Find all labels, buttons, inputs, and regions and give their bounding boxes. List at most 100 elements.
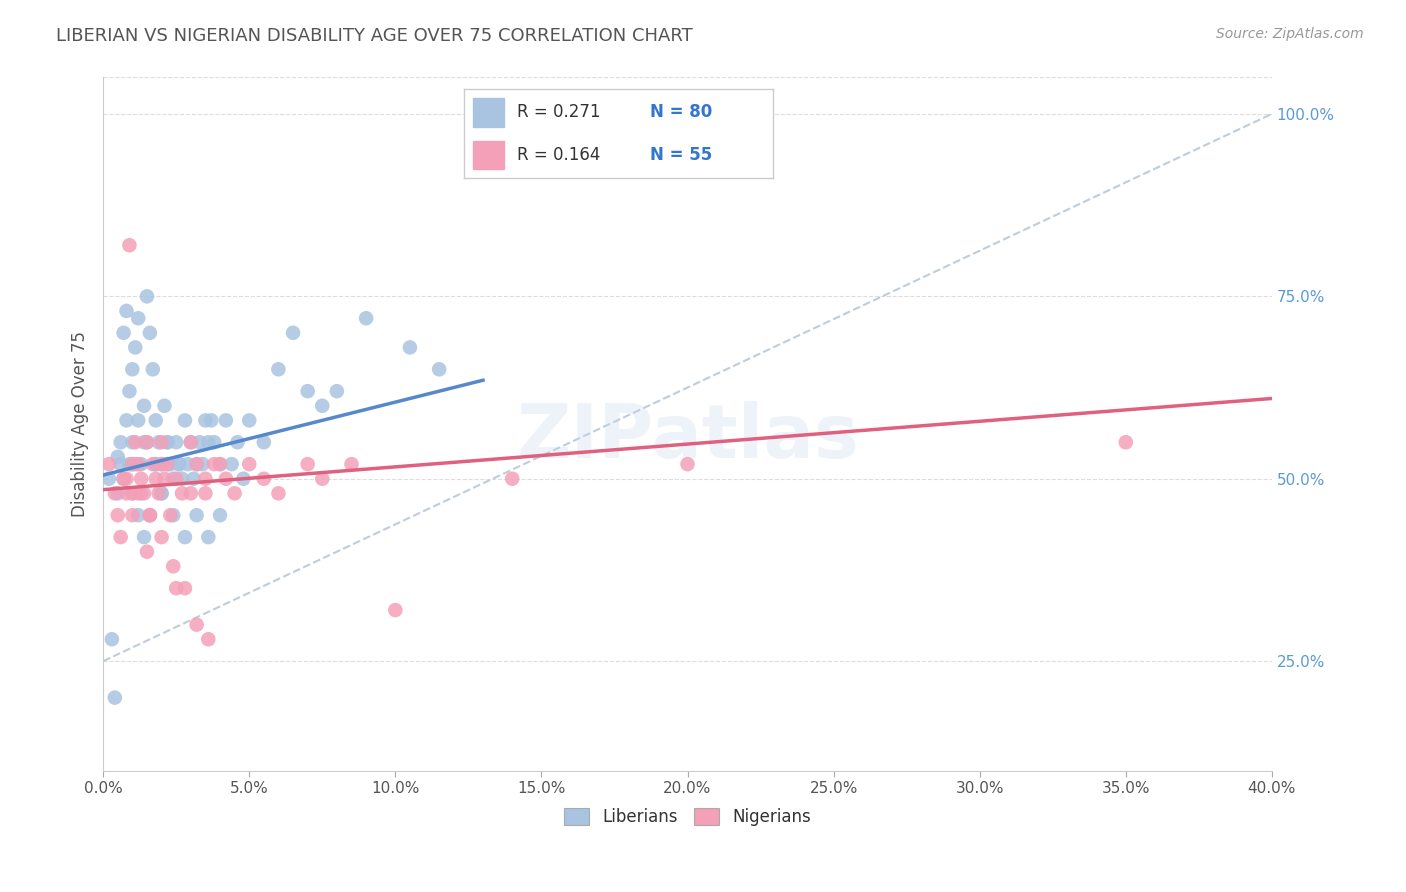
Point (156, 435, 179, 450)
Point (139, 508, 162, 523)
Point (121, 362, 143, 376)
Point (127, 413, 149, 427)
Text: N = 55: N = 55 (650, 146, 711, 164)
Point (145, 472, 167, 486)
Point (124, 435, 146, 450)
Point (174, 413, 197, 427)
Point (124, 340, 146, 354)
Point (139, 326, 162, 340)
Point (127, 457, 149, 471)
Point (153, 399, 176, 413)
Point (150, 435, 173, 450)
Point (297, 457, 319, 471)
Point (107, 450, 129, 464)
Point (136, 544, 159, 558)
Bar (474, 141, 505, 169)
Point (136, 289, 159, 303)
Point (115, 413, 138, 427)
Point (162, 472, 184, 486)
Point (174, 530, 197, 544)
Point (208, 457, 231, 471)
Point (215, 472, 238, 486)
Point (121, 486, 143, 500)
Point (132, 399, 155, 413)
Point (501, 472, 523, 486)
Point (121, 457, 143, 471)
Point (127, 486, 149, 500)
Point (145, 457, 167, 471)
Point (194, 472, 217, 486)
Point (139, 508, 162, 523)
Point (118, 238, 141, 252)
Point (180, 435, 202, 450)
Point (340, 457, 363, 471)
Point (384, 603, 406, 617)
Point (156, 457, 179, 471)
Point (112, 326, 135, 340)
Point (194, 413, 217, 427)
Point (186, 457, 208, 471)
Point (354, 311, 377, 326)
Text: N = 80: N = 80 (650, 103, 711, 121)
Point (224, 486, 246, 500)
Point (180, 435, 202, 450)
Point (177, 457, 200, 471)
Point (118, 457, 141, 471)
Point (180, 486, 202, 500)
Point (170, 486, 193, 500)
Text: R = 0.164: R = 0.164 (516, 146, 600, 164)
Point (104, 486, 127, 500)
Point (159, 508, 181, 523)
Text: Source: ZipAtlas.com: Source: ZipAtlas.com (1216, 27, 1364, 41)
Y-axis label: Disability Age Over 75: Disability Age Over 75 (72, 331, 89, 517)
Point (150, 457, 173, 471)
Point (253, 472, 276, 486)
Point (129, 486, 152, 500)
Point (167, 457, 190, 471)
Text: R = 0.271: R = 0.271 (516, 103, 600, 121)
Point (399, 340, 422, 354)
Point (132, 486, 155, 500)
Point (129, 457, 152, 471)
Point (208, 457, 231, 471)
Point (145, 413, 167, 427)
Point (267, 362, 290, 376)
Point (148, 486, 170, 500)
Point (174, 581, 197, 595)
Point (101, 632, 124, 647)
Point (145, 457, 167, 471)
Point (297, 384, 319, 399)
Point (132, 435, 155, 450)
Point (156, 435, 179, 450)
Text: ZIPatlas: ZIPatlas (516, 401, 859, 475)
Point (110, 457, 132, 471)
Point (165, 581, 187, 595)
Point (142, 362, 165, 376)
Point (202, 435, 225, 450)
Point (104, 690, 127, 705)
Point (676, 457, 699, 471)
Point (197, 530, 219, 544)
Point (132, 530, 155, 544)
Point (159, 457, 181, 471)
Point (150, 486, 173, 500)
Point (121, 435, 143, 450)
Point (162, 559, 184, 574)
Point (253, 435, 276, 450)
Point (208, 508, 231, 523)
Point (162, 508, 184, 523)
Point (110, 435, 132, 450)
Point (188, 435, 211, 450)
Point (139, 508, 162, 523)
Point (197, 435, 219, 450)
Point (121, 508, 143, 523)
Point (107, 508, 129, 523)
Point (238, 413, 260, 427)
Bar (474, 98, 505, 127)
Point (136, 435, 159, 450)
Point (165, 472, 187, 486)
Point (150, 457, 173, 471)
Point (267, 486, 290, 500)
Point (142, 457, 165, 471)
Point (232, 472, 254, 486)
